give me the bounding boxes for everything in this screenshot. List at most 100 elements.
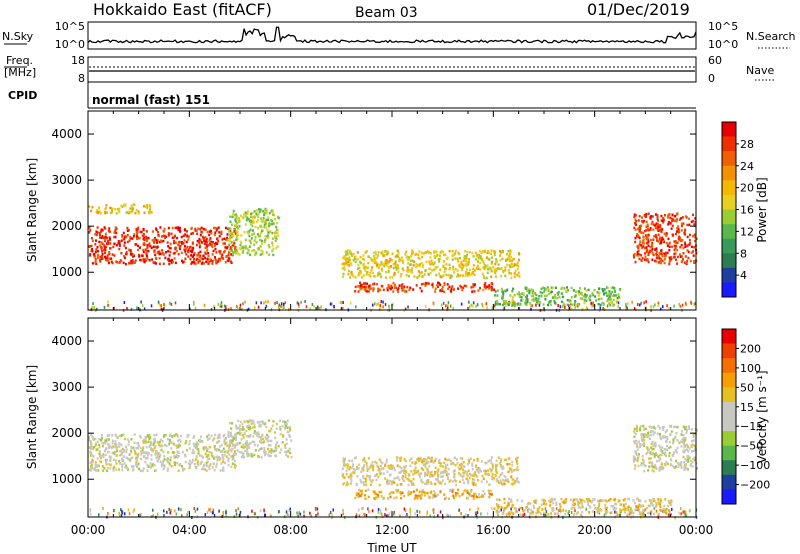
power-echo-cell [234,245,237,249]
power-echo-cell [235,216,238,219]
velocity-echo-cell [696,467,698,470]
power-echo-cell [235,229,238,233]
power-echo-cell [115,244,118,247]
power-echo-cell [263,240,266,244]
velocity-noise-cell [166,510,168,514]
velocity-echo-cell [427,456,430,460]
velocity-echo-cell [610,505,613,508]
power-echo-cell [506,263,509,267]
power-echo-cell [350,263,353,266]
power-echo-cell [379,272,382,276]
power-echo-cell [235,249,238,252]
velocity-echo-cell [403,471,405,475]
velocity-echo-cell [685,463,687,466]
power-echo-cell [114,235,117,239]
velocity-echo-cell [147,434,150,438]
power-echo-cell [509,294,512,297]
velocity-echo-cell [288,435,291,438]
velocity-echo-cell [101,441,104,445]
velocity-echo-cell [349,466,352,469]
power-echo-cell [601,301,604,305]
power-echo-cell [177,243,180,247]
power-echo-cell [227,253,230,257]
power-echo-cell [187,248,190,251]
velocity-echo-cell [675,432,678,435]
velocity-echo-cell [211,466,214,469]
power-echo-cell [207,254,210,258]
power-echo-cell [674,252,677,255]
velocity-echo-cell [681,438,684,441]
power-echo-cell [359,260,362,264]
power-echo-cell [267,231,270,234]
power-noise-cell [280,302,283,306]
power-echo-cell [679,255,682,258]
velocity-echo-cell [269,439,272,443]
power-echo-cell [118,244,121,247]
velocity-echo-cell [454,494,457,497]
power-echo-cell [647,229,650,232]
velocity-echo-cell [208,457,211,461]
velocity-echo-cell [585,498,588,501]
velocity-noise-cell [511,510,513,514]
velocity-echo-cell [515,507,517,510]
velocity-echo-cell [691,439,694,443]
power-echo-cell [647,251,650,255]
velocity-echo-cell [264,422,267,425]
velocity-echo-cell [148,465,151,468]
power-echo-cell [405,255,408,258]
power-echo-cell [146,239,148,243]
power-echo-cell [496,294,499,297]
velocity-echo-cell [500,481,503,484]
velocity-echo-cell [270,448,273,451]
velocity-echo-cell [233,463,236,466]
velocity-echo-cell [102,453,105,456]
power-echo-cell [407,262,410,265]
power-echo-cell [526,289,529,292]
power-echo-cell [207,244,210,247]
velocity-echo-cell [94,444,97,447]
velocity-echo-cell [361,489,364,493]
power-noise-cell [505,304,507,308]
velocity-echo-cell [421,459,424,462]
velocity-echo-cell [98,464,100,468]
velocity-echo-cell [275,427,278,430]
power-echo-cell [635,220,638,223]
power-echo-cell [485,256,488,259]
power-echo-cell [359,281,361,284]
velocity-echo-cell [576,511,579,514]
power-echo-cell [202,257,205,261]
power-noise-cell [342,307,344,311]
power-echo-cell [138,212,141,215]
power-echo-cell [365,250,368,253]
power-echo-cell [597,302,600,306]
power-echo-cell [167,250,170,253]
power-echo-cell [428,251,431,254]
power-noise-cell [657,304,659,308]
velocity-echo-cell [445,473,448,477]
velocity-echo-cell [422,491,425,494]
power-echo-cell [381,250,384,253]
velocity-echo-cell [160,448,163,452]
power-echo-cell [130,204,133,207]
velocity-echo-cell [88,468,91,472]
power-echo-cell [671,245,673,248]
power-echo-cell [195,258,198,261]
power-echo-cell [477,260,479,263]
power-echo-cell [581,297,584,301]
velocity-echo-cell [235,424,237,427]
power-noise-cell [281,305,283,309]
power-echo-cell [613,303,616,307]
nsky-trace [87,26,697,44]
power-noise-cell [535,303,537,307]
velocity-echo-cell [622,498,625,502]
power-noise-cell [213,305,215,309]
power-echo-cell [145,249,148,253]
velocity-echo-cell [673,466,676,469]
power-echo-cell [250,237,253,240]
power-echo-cell [108,252,111,256]
power-echo-cell [351,273,354,276]
power-echo-cell [595,299,598,302]
power-echo-cell [276,221,278,225]
velocity-echo-cell [690,463,692,466]
power-noise-cell [374,302,376,306]
